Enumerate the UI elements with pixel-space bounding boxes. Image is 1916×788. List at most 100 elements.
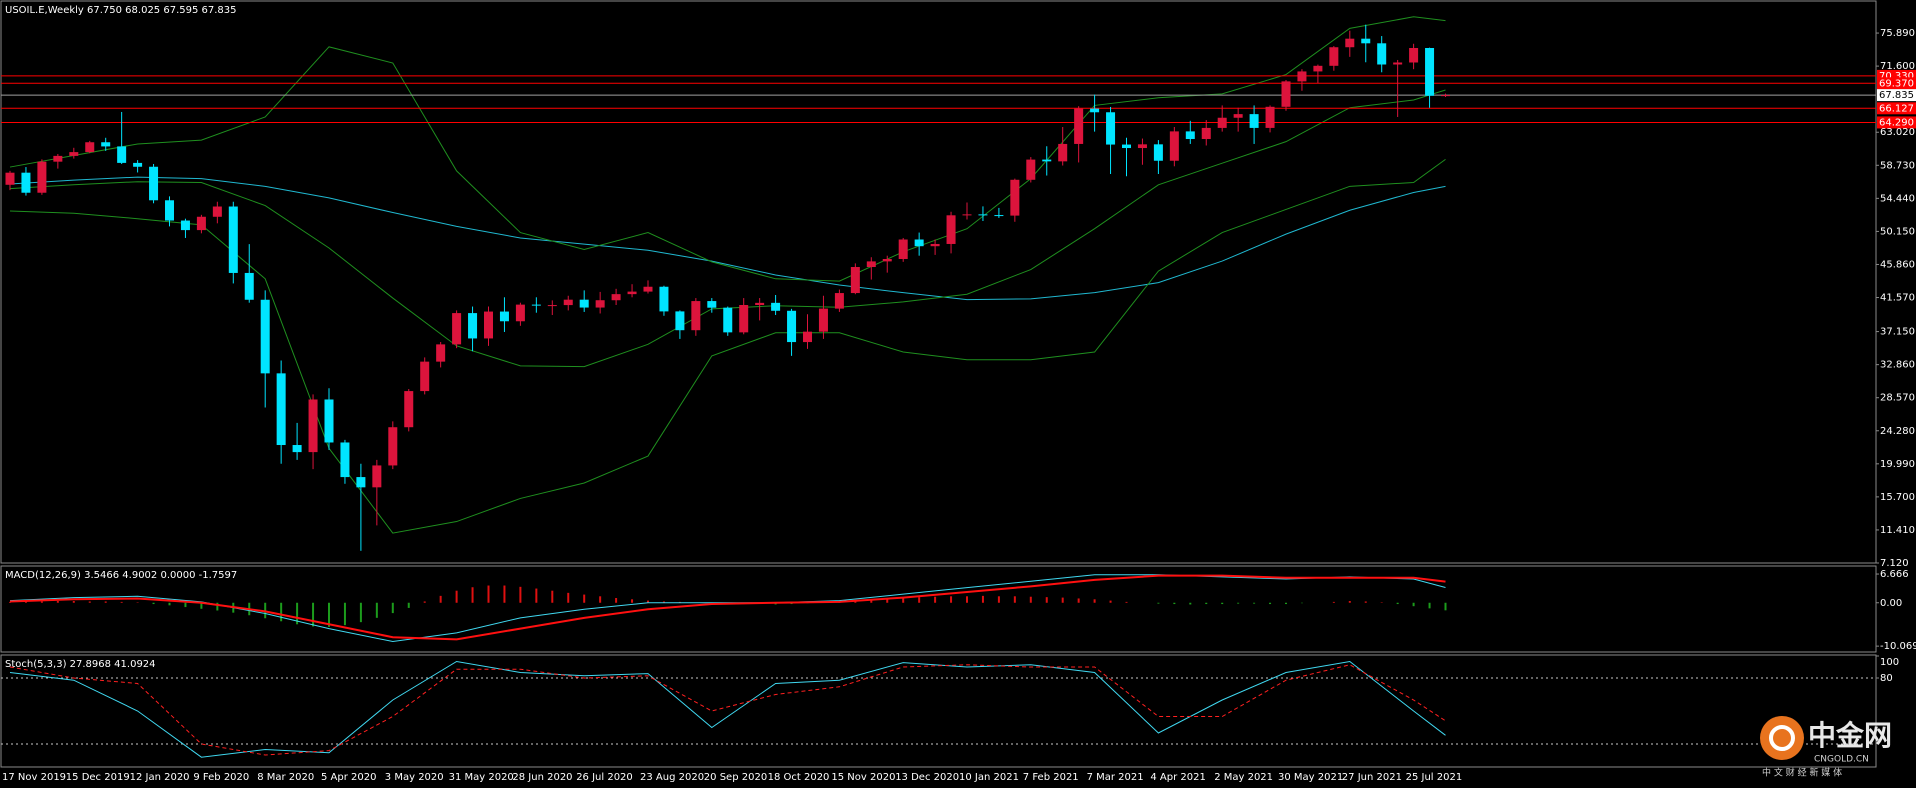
candle-body — [85, 142, 95, 153]
candle-body — [1281, 81, 1291, 107]
macd-panel — [0, 565, 1877, 653]
candle-body — [452, 313, 462, 345]
candle-body — [1026, 159, 1036, 180]
y-tick-label: 15.700 — [1880, 492, 1915, 503]
candle-body — [404, 391, 414, 428]
candle-body — [53, 155, 63, 162]
candle-body — [595, 300, 605, 308]
candle-body — [228, 206, 238, 273]
level-price-label: 64.290 — [1879, 117, 1914, 128]
candle-body — [1425, 48, 1435, 96]
macd-line — [9, 574, 1446, 641]
candle-body — [1441, 95, 1450, 97]
candle-body — [292, 445, 302, 453]
candle-body — [1074, 108, 1084, 144]
candle-body — [1058, 143, 1068, 162]
x-tick-label: 20 Sep 2020 — [704, 772, 767, 783]
stoch-line — [9, 660, 1446, 758]
watermark-logo — [1760, 716, 1804, 760]
level-price-box — [1877, 102, 1916, 115]
candle-body — [882, 258, 892, 262]
candle-body — [803, 331, 812, 343]
level-price-label: 70.330 — [1879, 71, 1914, 82]
candle-body — [611, 294, 621, 301]
candle-body — [771, 302, 781, 311]
candle-body — [850, 267, 860, 294]
candle-body — [1409, 48, 1419, 63]
candle-body — [196, 216, 206, 231]
indicator-line — [9, 176, 1446, 301]
x-tick-label: 26 Jul 2020 — [576, 772, 633, 783]
watermark: 中金网 CNGOLD.CN 中 文 财 经 新 媒 体 — [1760, 716, 1892, 779]
watermark-name: 中金网 — [1808, 719, 1892, 752]
candle-body — [1377, 43, 1387, 65]
candle-body — [1153, 144, 1163, 161]
candle-body — [21, 172, 31, 193]
candle-body — [1137, 144, 1147, 149]
y-tick-label: 24.280 — [1880, 426, 1915, 437]
candle-body — [563, 299, 573, 306]
candle-body — [547, 305, 557, 307]
indicator-line — [9, 158, 1446, 534]
level-price-label: 66.127 — [1879, 103, 1914, 114]
x-tick-label: 13 Dec 2020 — [895, 772, 959, 783]
candle-body — [1185, 131, 1195, 140]
candle-body — [468, 313, 478, 339]
candle-body — [1169, 131, 1179, 161]
candle-body — [643, 286, 653, 292]
candle-body — [1361, 38, 1371, 44]
candle-body — [930, 243, 940, 247]
level-price-box — [1877, 116, 1916, 129]
candle-body — [627, 291, 637, 295]
candle-body — [340, 442, 350, 478]
candle-body — [101, 142, 111, 147]
y-tick-label: 41.570 — [1880, 293, 1915, 304]
x-tick-label: 15 Dec 2019 — [66, 772, 130, 783]
x-tick-label: 15 Nov 2020 — [831, 772, 895, 783]
candle-body — [484, 311, 493, 339]
y-tick-label: 19.990 — [1880, 459, 1915, 470]
y-tick-label: 11.410 — [1880, 525, 1915, 536]
candle-body — [787, 310, 797, 343]
candle-body — [1042, 159, 1052, 162]
x-tick-label: 28 Jun 2020 — [512, 772, 572, 783]
main-panel — [0, 0, 1877, 564]
candle-body — [324, 399, 334, 443]
watermark-site: CNGOLD.CN — [1814, 755, 1869, 765]
watermark-slogan: 中 文 财 经 新 媒 体 — [1762, 767, 1842, 779]
y-tick-label: 45.860 — [1880, 259, 1915, 270]
candle-body — [994, 215, 1004, 217]
y-tick-label: 54.440 — [1880, 193, 1915, 204]
candle-body — [1313, 65, 1323, 72]
candle-body — [436, 344, 446, 362]
y-tick-label: 58.730 — [1880, 160, 1915, 171]
x-tick-label: 10 Jan 2021 — [959, 772, 1019, 783]
y-tick-label: 100 — [1880, 657, 1899, 668]
candle-body — [69, 152, 79, 156]
candle-body — [978, 214, 988, 216]
candle-body — [180, 220, 190, 231]
candle-body — [818, 308, 828, 332]
level-price-box — [1877, 77, 1916, 90]
candle-body — [212, 206, 222, 217]
y-tick-label: 6.666 — [1880, 569, 1909, 580]
candle-body — [1249, 114, 1259, 128]
x-tick-label: 7 Mar 2021 — [1087, 772, 1144, 783]
y-tick-label: 7.120 — [1880, 558, 1909, 569]
candle-body — [499, 311, 509, 322]
candle-body — [165, 200, 174, 221]
candle-body — [691, 301, 701, 331]
current-price-box — [1877, 89, 1916, 102]
x-tick-label: 31 May 2020 — [449, 772, 514, 783]
x-tick-label: 17 Nov 2019 — [2, 772, 66, 783]
x-tick-label: 23 Aug 2020 — [640, 772, 704, 783]
y-tick-label: 50.150 — [1880, 226, 1915, 237]
candle-body — [1393, 62, 1403, 65]
candle-body — [133, 162, 143, 167]
candle-body — [898, 239, 908, 259]
y-tick-label: 0.00 — [1880, 598, 1902, 609]
candle-body — [834, 293, 844, 309]
x-tick-label: 18 Oct 2020 — [768, 772, 830, 783]
